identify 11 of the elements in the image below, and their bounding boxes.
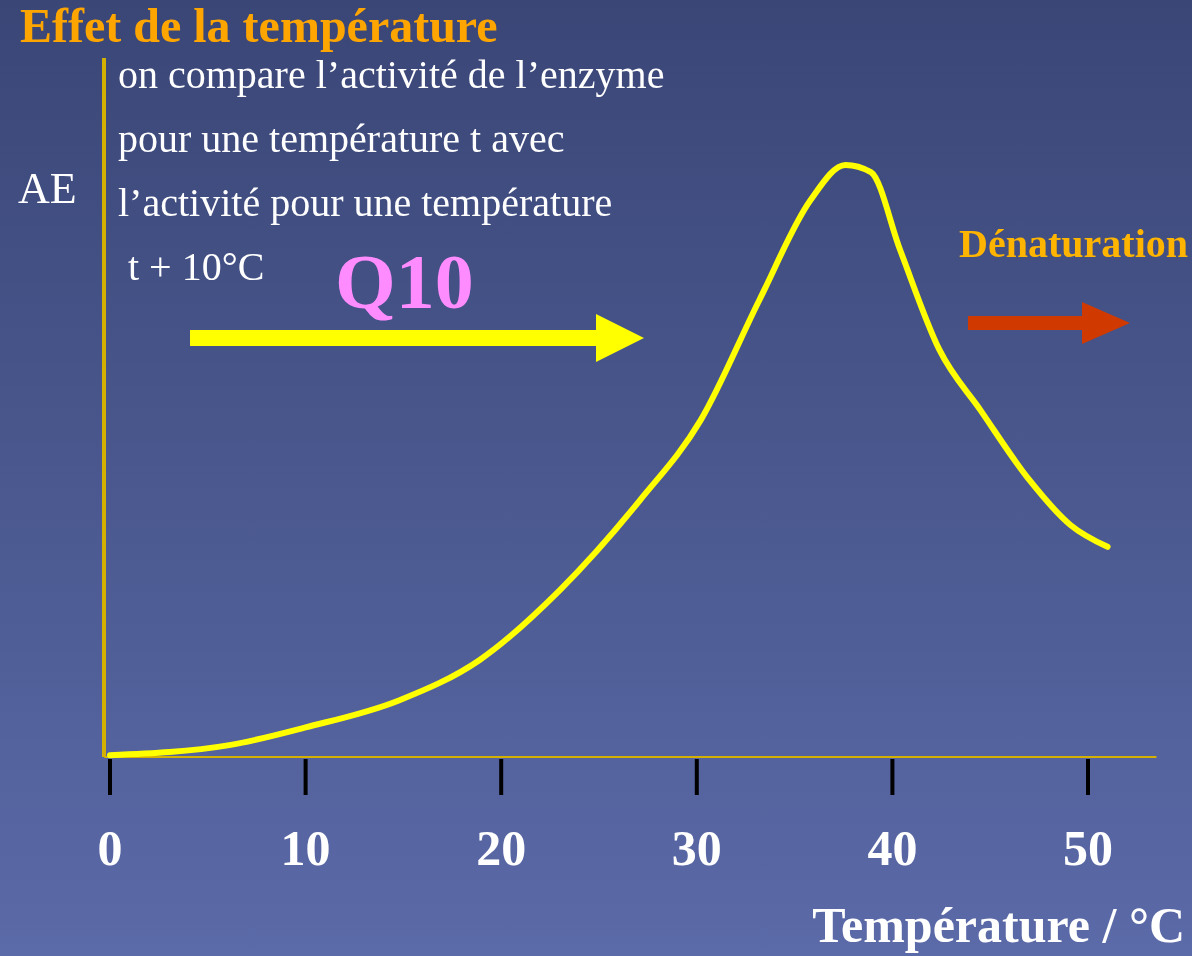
x-tick-label: 40	[867, 820, 918, 876]
annotation: Q10	[335, 238, 474, 325]
x-tick-label: 30	[671, 820, 722, 876]
x-tick-label: 0	[97, 820, 123, 876]
x-tick-label: 50	[1063, 820, 1113, 876]
x-tick-label: 20	[476, 820, 527, 876]
y-axis-title: AE	[18, 164, 77, 213]
annotation: Dénaturation	[959, 221, 1188, 266]
x-axis-title: Température / °C	[812, 897, 1185, 953]
x-tick-label: 10	[280, 820, 331, 876]
chart-title: Effet de la température	[20, 0, 498, 52]
